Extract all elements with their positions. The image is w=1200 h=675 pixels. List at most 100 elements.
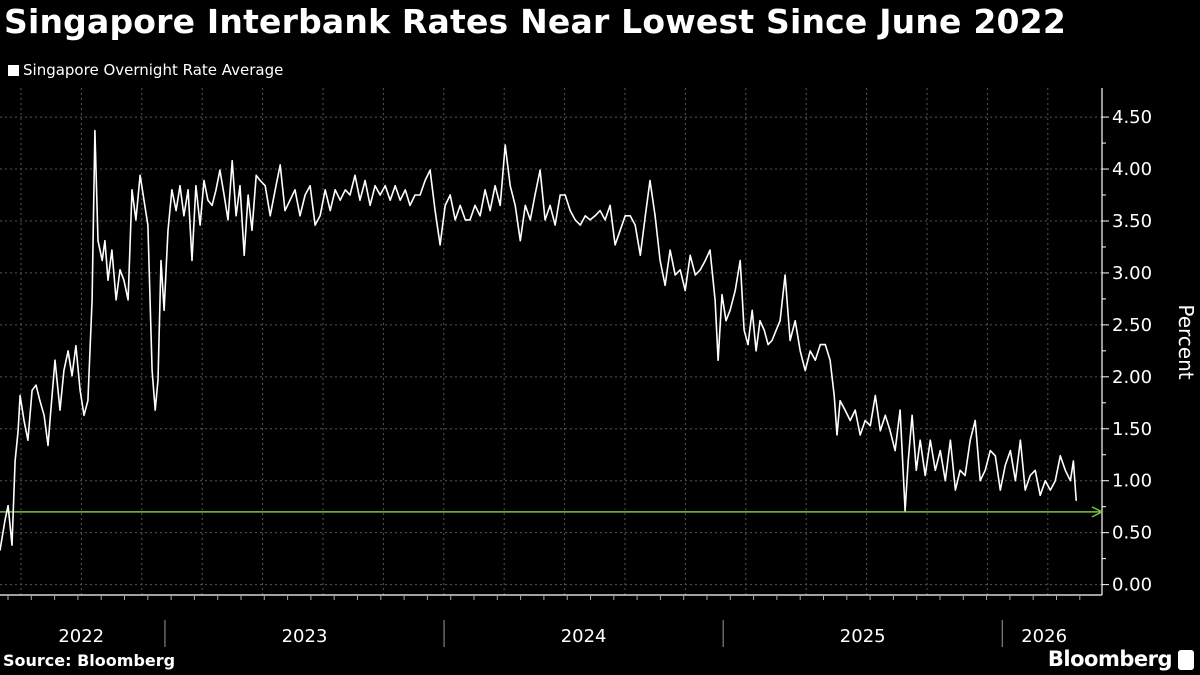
y-tick-label: 2.00: [1112, 367, 1152, 388]
data-point: [964, 474, 966, 477]
data-point: [175, 210, 177, 212]
data-point: [624, 215, 626, 217]
data-point: [464, 219, 466, 221]
data-point: [1024, 489, 1026, 491]
data-point: [354, 174, 356, 176]
data-point: [604, 219, 606, 221]
x-tick-label: 2026: [1021, 626, 1067, 647]
data-point: [289, 199, 291, 201]
data-point: [299, 215, 301, 217]
bloomberg-logo-icon: [1178, 650, 1194, 670]
data-point: [839, 400, 841, 402]
data-point: [0, 549, 1, 551]
data-point: [94, 130, 96, 132]
data-point: [833, 394, 835, 397]
data-point: [799, 350, 801, 352]
data-point: [107, 279, 109, 281]
data-point: [43, 414, 45, 416]
data-point: [154, 409, 156, 411]
data-point: [915, 469, 917, 471]
data-point: [7, 505, 9, 507]
y-tick-label: 4.00: [1112, 159, 1152, 180]
data-point: [639, 254, 641, 256]
data-point: [664, 284, 666, 286]
data-point: [714, 299, 716, 301]
data-point: [449, 194, 451, 196]
data-point: [659, 259, 661, 262]
data-point: [1044, 480, 1046, 482]
data-point: [469, 219, 471, 221]
data-point: [809, 350, 811, 352]
data-point: [35, 384, 37, 386]
data-point: [235, 215, 237, 217]
data-point: [127, 299, 129, 301]
data-point: [139, 174, 141, 176]
data-point: [889, 430, 891, 432]
data-point: [721, 294, 723, 296]
data-point: [514, 204, 516, 206]
data-point: [924, 474, 926, 477]
legend-label: Singapore Overnight Rate Average: [23, 61, 284, 79]
data-point: [824, 344, 826, 346]
y-tick-label: 2.50: [1112, 315, 1152, 336]
data-point: [454, 219, 456, 221]
data-point: [594, 215, 596, 217]
data-point: [644, 215, 646, 217]
data-point: [439, 244, 441, 246]
data-point: [239, 185, 241, 187]
data-point: [775, 329, 777, 331]
x-tick-label: 2022: [58, 626, 104, 647]
data-point: [27, 439, 29, 441]
data-point: [519, 240, 521, 242]
data-point: [203, 179, 205, 182]
y-tick-label: 3.50: [1112, 211, 1152, 232]
data-point: [255, 174, 257, 176]
data-point: [529, 219, 531, 221]
data-point: [979, 480, 981, 482]
data-point: [183, 215, 185, 217]
data-point: [444, 204, 446, 206]
data-point: [191, 259, 193, 262]
data-point: [424, 179, 426, 182]
data-point: [654, 215, 656, 217]
data-point: [911, 414, 913, 416]
data-point: [87, 400, 89, 402]
data-point: [549, 204, 551, 206]
data-point: [899, 409, 901, 411]
data-point: [949, 439, 952, 441]
chart-title: Singapore Interbank Rates Near Lowest Si…: [4, 2, 1066, 41]
data-point: [39, 400, 41, 402]
data-point: [969, 439, 971, 441]
data-point: [763, 329, 765, 331]
data-point: [919, 439, 921, 441]
data-point: [564, 194, 566, 196]
data-point: [619, 229, 621, 231]
data-point: [879, 430, 881, 432]
data-point: [1004, 464, 1006, 466]
data-point: [163, 309, 165, 311]
data-point: [539, 169, 541, 171]
data-point: [894, 450, 896, 452]
data-point: [634, 224, 636, 226]
data-point: [954, 489, 957, 491]
data-point: [1039, 494, 1041, 496]
data-point: [75, 345, 77, 347]
data-point: [1034, 469, 1036, 471]
data-point: [49, 419, 51, 422]
data-point: [559, 194, 561, 196]
data-point: [534, 194, 536, 196]
data-point: [83, 414, 85, 416]
data-point: [4, 519, 6, 521]
data-point: [19, 394, 21, 397]
data-point: [929, 439, 931, 441]
data-point: [79, 389, 81, 391]
data-point: [97, 240, 99, 242]
data-point: [349, 194, 351, 196]
reference-arrow-icon: [1091, 506, 1104, 518]
data-point: [243, 254, 245, 256]
x-tick-label: 2025: [840, 626, 886, 647]
data-point: [884, 414, 886, 416]
data-point: [459, 204, 461, 206]
data-point: [684, 290, 686, 292]
data-point: [984, 469, 986, 471]
